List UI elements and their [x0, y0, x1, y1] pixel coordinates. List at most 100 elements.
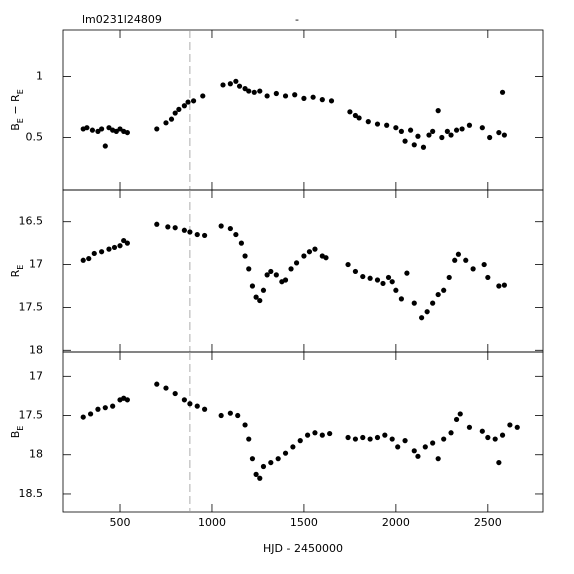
data-point [374, 434, 381, 441]
data-point [249, 283, 256, 289]
x-tick-label: 2500 [474, 516, 502, 529]
data-point [102, 143, 108, 149]
data-point [306, 249, 313, 255]
data-point [200, 93, 206, 99]
data-point [415, 133, 421, 139]
data-point [80, 257, 86, 263]
y-axis-label-part: − R [9, 94, 22, 118]
plot-frame [62, 29, 544, 191]
data-point [172, 225, 178, 231]
data-point [352, 112, 359, 119]
data-point [297, 438, 303, 444]
plot-frame [62, 351, 544, 513]
data-point [360, 434, 366, 441]
y-axis-label-part: B [9, 431, 22, 439]
y-tick-label: 16.5 [19, 215, 44, 228]
y-tick-label: 17.5 [19, 409, 44, 422]
data-point [190, 98, 197, 104]
y-tick-label: 18 [29, 343, 43, 356]
data-point [264, 272, 270, 278]
data-point [99, 126, 105, 132]
y-axis-label-part: E [16, 265, 25, 270]
data-point [106, 125, 112, 131]
data-point [328, 98, 335, 104]
data-point [202, 232, 208, 239]
data-point [453, 416, 460, 423]
data-point [496, 129, 502, 136]
data-point [395, 444, 401, 450]
data-point [154, 221, 160, 227]
data-point [374, 277, 381, 283]
data-point [402, 138, 408, 144]
data-point [466, 424, 473, 430]
data-point [121, 237, 127, 244]
data-point [87, 411, 94, 417]
data-point [99, 249, 105, 255]
y-axis-label-part: E [16, 89, 25, 94]
data-point [411, 300, 417, 306]
y-axis-label-part: B [9, 123, 22, 131]
data-point [374, 121, 381, 127]
data-point [264, 93, 270, 99]
data-point [415, 453, 421, 459]
data-point [290, 444, 296, 450]
data-point [117, 243, 123, 249]
data-point [514, 424, 520, 430]
y-axis-label-part: E [16, 118, 25, 123]
chart-title: lm0231l24809 [82, 13, 162, 26]
data-point [323, 255, 329, 261]
data-point [457, 411, 463, 417]
data-point [185, 99, 191, 105]
y-tick-label: 18.5 [19, 487, 44, 500]
y-axis-label: RE [9, 265, 25, 278]
data-point [393, 287, 399, 293]
x-tick-label: 500 [110, 516, 131, 529]
data-point [282, 277, 289, 283]
data-point [301, 95, 307, 101]
y-tick-label: 17 [29, 258, 43, 271]
data-point [260, 463, 267, 470]
data-point [312, 246, 318, 252]
data-point [86, 255, 92, 262]
data-point [384, 122, 390, 128]
x-axis-label: HJD - 2450000 [263, 542, 343, 555]
data-point [485, 274, 491, 281]
data-point [448, 430, 454, 436]
data-point [485, 434, 491, 441]
y-tick-label: 0.5 [26, 130, 44, 143]
data-point [398, 128, 404, 134]
data-point [111, 244, 118, 251]
data-point [367, 275, 373, 281]
data-point [275, 456, 281, 462]
data-point [360, 273, 366, 280]
data-point [459, 126, 465, 132]
x-tick-label: 1500 [290, 516, 318, 529]
data-point [246, 266, 252, 272]
data-point [424, 309, 430, 315]
data-point [220, 82, 226, 88]
data-point [106, 246, 112, 252]
data-point [507, 422, 513, 428]
data-point [227, 225, 233, 232]
data-point [235, 412, 241, 419]
y-axis-label: BE − RE [9, 89, 25, 131]
y-tick-label: 17 [29, 369, 43, 382]
data-point [242, 253, 248, 259]
data-point [253, 294, 259, 300]
data-point [187, 229, 193, 235]
data-point [404, 270, 410, 276]
data-point [95, 406, 101, 412]
data-point [301, 253, 307, 259]
data-point [251, 89, 257, 95]
data-point [385, 274, 392, 281]
data-point [420, 144, 427, 150]
data-point [268, 268, 274, 275]
data-point [448, 132, 454, 138]
data-point [463, 257, 469, 263]
data-point [389, 279, 395, 285]
data-point [453, 127, 460, 133]
data-point [181, 397, 187, 403]
data-point [246, 436, 252, 442]
data-point [312, 430, 318, 436]
